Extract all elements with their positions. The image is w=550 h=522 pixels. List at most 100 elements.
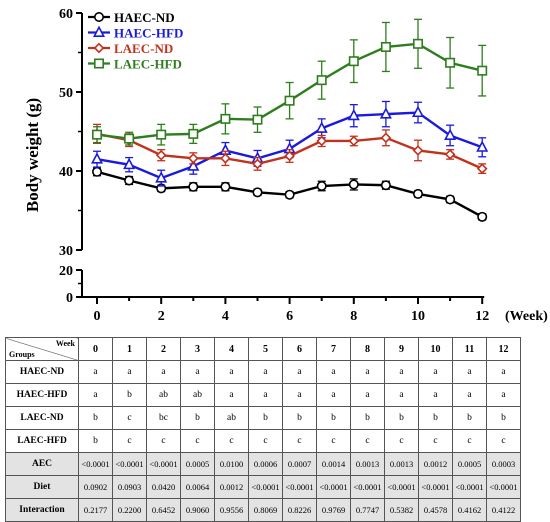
table-cell: a <box>214 360 249 384</box>
week-header-cell: 1 <box>112 337 147 361</box>
table-header-row: Week Groups 0 1 2 3 4 5 6 7 8 9 10 11 12 <box>5 337 521 361</box>
data-point <box>412 188 423 199</box>
data-point <box>124 133 135 144</box>
y-tick-label-upper: 60 <box>59 7 73 22</box>
table-cell: <0.0001 <box>146 452 181 476</box>
table-cell: c <box>316 429 351 453</box>
data-point <box>348 56 359 67</box>
table-cell: a <box>316 360 351 384</box>
table-cell: c <box>248 429 283 453</box>
table-cell: c <box>452 429 487 453</box>
data-point <box>379 107 392 119</box>
y-tick-label-upper: 30 <box>59 244 73 259</box>
table-cell: b <box>78 429 113 453</box>
table-cell: a <box>78 383 113 407</box>
y-tick-label-upper: 50 <box>59 86 73 101</box>
table-cell: 0.5382 <box>384 498 419 522</box>
table-cell: 0.0014 <box>316 452 351 476</box>
table-cell: 0.0420 <box>146 475 181 499</box>
data-point <box>444 128 457 140</box>
data-point <box>123 157 136 170</box>
table-row: HAEC-HFD a b ab ab a a a a a a a a a <box>5 383 521 407</box>
statistics-table: Week Groups 0 1 2 3 4 5 6 7 8 9 10 11 12 HAEC-ND a a a a… <box>5 337 521 522</box>
table-cell: a <box>214 383 249 407</box>
series-haec-nd <box>92 166 488 222</box>
series-laec-hfd <box>92 18 488 146</box>
data-point <box>380 180 391 191</box>
table-cell: ab <box>214 406 249 430</box>
week-header-cell: 6 <box>282 337 317 361</box>
week-header-cell: 10 <box>418 337 453 361</box>
table-cell: c <box>112 429 147 453</box>
table-cell: c <box>112 406 147 430</box>
table-cell: ab <box>180 383 215 407</box>
data-point <box>90 152 104 164</box>
data-point <box>156 129 167 140</box>
legend-label: HAEC-ND <box>114 10 175 25</box>
table-cell: <0.0001 <box>452 475 487 499</box>
table-cell: <0.0001 <box>316 475 351 499</box>
week-header-cell: 7 <box>316 337 351 361</box>
table-cell: 0.0003 <box>486 452 521 476</box>
table-cell: <0.0001 <box>78 452 113 476</box>
table-cell: c <box>384 429 419 453</box>
table-cell: 0.9556 <box>214 498 249 522</box>
data-point <box>445 57 456 68</box>
data-point <box>188 128 199 139</box>
table-cell: a <box>486 360 521 384</box>
table-cell: b <box>78 406 113 430</box>
row-label-cell: LAEC-HFD <box>5 429 79 453</box>
week-header-cell: 3 <box>180 337 215 361</box>
row-label-cell: Diet <box>5 475 79 499</box>
data-point <box>412 145 424 156</box>
data-point <box>316 135 328 147</box>
data-point <box>252 187 263 198</box>
table-cell: a <box>384 383 419 407</box>
data-point <box>124 175 135 186</box>
table-cell: a <box>486 383 521 407</box>
table-row: HAEC-ND a a a a a a a a a a a a a <box>5 360 521 384</box>
table-cell: 0.0013 <box>384 452 419 476</box>
table-cell: 0.2200 <box>112 498 147 522</box>
table-cell: 0.6452 <box>146 498 181 522</box>
legend-label: HAEC-HFD <box>114 26 183 41</box>
week-header-cell: 9 <box>384 337 419 361</box>
data-point <box>284 189 295 200</box>
table-cell: a <box>180 360 215 384</box>
table-cell: c <box>214 429 249 453</box>
week-header-cell: 11 <box>452 337 487 361</box>
table-cell: bc <box>146 406 181 430</box>
table-cell: b <box>248 406 283 430</box>
table-cell: 0.0006 <box>248 452 283 476</box>
table-cell: <0.0001 <box>486 475 521 499</box>
table-cell: 0.0064 <box>180 475 215 499</box>
table-cell: a <box>418 360 453 384</box>
x-tick-label: 4 <box>222 309 229 324</box>
table-cell: a <box>350 383 385 407</box>
x-tick-label: 10 <box>411 309 425 324</box>
x-axis-label: (Week) <box>505 309 548 324</box>
legend-marker <box>92 25 106 38</box>
x-tick-label: 0 <box>94 309 101 324</box>
table-cell: 0.9060 <box>180 498 215 522</box>
table-cell: 0.4122 <box>486 498 521 522</box>
week-header-cell: 0 <box>78 337 113 361</box>
data-point <box>155 171 168 183</box>
data-point <box>348 135 360 147</box>
table-cell: 0.7747 <box>350 498 385 522</box>
table-cell: 0.0013 <box>350 452 385 476</box>
table-cell: 0.8226 <box>282 498 317 522</box>
data-point <box>476 140 489 152</box>
data-point <box>284 95 295 106</box>
table-cell: 0.0902 <box>78 475 113 499</box>
week-header-cell: 2 <box>146 337 181 361</box>
table-cell: b <box>180 406 215 430</box>
table-cell: <0.0001 <box>282 475 317 499</box>
table-cell: b <box>452 406 487 430</box>
data-point <box>444 149 456 160</box>
data-point <box>412 38 423 49</box>
table-cell: a <box>384 360 419 384</box>
legend-label: LAEC-ND <box>114 41 173 56</box>
table-cell: 0.0903 <box>112 475 147 499</box>
